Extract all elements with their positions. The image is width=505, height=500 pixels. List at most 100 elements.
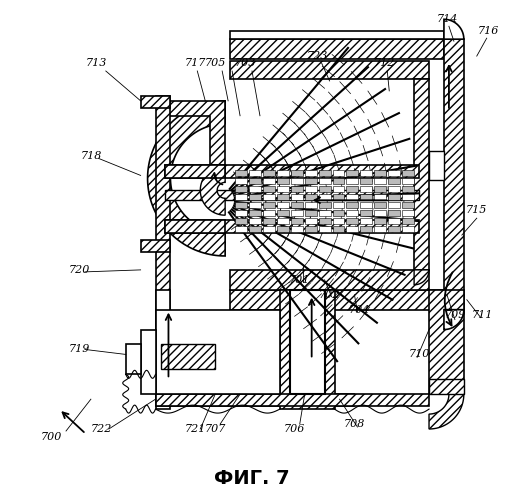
Polygon shape bbox=[429, 394, 464, 429]
Bar bbox=[361, 218, 372, 224]
Bar bbox=[346, 186, 359, 192]
Bar bbox=[346, 170, 359, 176]
Bar bbox=[374, 194, 386, 200]
Bar bbox=[361, 194, 372, 200]
Bar bbox=[277, 178, 289, 184]
Bar bbox=[388, 170, 400, 176]
Bar bbox=[402, 218, 414, 224]
Bar bbox=[319, 170, 331, 176]
Polygon shape bbox=[444, 20, 464, 39]
Bar bbox=[290, 290, 325, 394]
Polygon shape bbox=[444, 39, 464, 310]
Bar bbox=[305, 210, 317, 216]
Bar bbox=[333, 178, 344, 184]
Text: 714: 714 bbox=[436, 14, 458, 24]
Text: 705: 705 bbox=[205, 58, 226, 68]
Bar bbox=[291, 202, 302, 208]
Bar bbox=[374, 210, 386, 216]
Polygon shape bbox=[166, 101, 225, 166]
Bar bbox=[277, 210, 289, 216]
Text: 708: 708 bbox=[344, 419, 365, 429]
Text: 722: 722 bbox=[90, 424, 112, 434]
Bar bbox=[402, 186, 414, 192]
Bar bbox=[388, 194, 400, 200]
Bar bbox=[319, 178, 331, 184]
Bar bbox=[333, 226, 344, 232]
Bar bbox=[361, 202, 372, 208]
Bar bbox=[305, 194, 317, 200]
Polygon shape bbox=[166, 190, 419, 200]
Bar bbox=[305, 218, 317, 224]
Bar bbox=[374, 218, 386, 224]
Text: 716: 716 bbox=[478, 26, 499, 36]
Bar bbox=[263, 178, 275, 184]
Bar bbox=[280, 290, 334, 409]
Bar bbox=[374, 170, 386, 176]
Bar bbox=[291, 186, 302, 192]
Bar bbox=[305, 226, 317, 232]
Bar bbox=[249, 218, 261, 224]
Bar bbox=[402, 202, 414, 208]
Bar bbox=[346, 210, 359, 216]
Bar bbox=[249, 210, 261, 216]
Bar bbox=[346, 194, 359, 200]
Bar bbox=[346, 218, 359, 224]
Text: 713: 713 bbox=[85, 58, 107, 68]
Bar bbox=[235, 202, 247, 208]
Bar bbox=[156, 310, 280, 394]
Bar bbox=[235, 226, 247, 232]
Bar bbox=[263, 218, 275, 224]
Bar bbox=[235, 210, 247, 216]
Polygon shape bbox=[166, 166, 225, 178]
Text: 701: 701 bbox=[289, 275, 311, 285]
Text: 702: 702 bbox=[319, 290, 340, 300]
Bar bbox=[319, 218, 331, 224]
Bar bbox=[305, 202, 317, 208]
Bar bbox=[263, 210, 275, 216]
Polygon shape bbox=[444, 310, 464, 330]
Bar bbox=[235, 178, 247, 184]
Bar bbox=[402, 226, 414, 232]
Polygon shape bbox=[230, 61, 429, 79]
Polygon shape bbox=[414, 79, 429, 270]
Polygon shape bbox=[166, 166, 419, 178]
Bar bbox=[388, 202, 400, 208]
Bar bbox=[263, 226, 275, 232]
Text: 711: 711 bbox=[472, 310, 493, 320]
Bar bbox=[333, 194, 344, 200]
Bar bbox=[346, 202, 359, 208]
Bar bbox=[263, 186, 275, 192]
Bar bbox=[291, 210, 302, 216]
Polygon shape bbox=[230, 290, 444, 310]
Bar bbox=[156, 290, 171, 409]
Bar bbox=[263, 194, 275, 200]
Bar bbox=[235, 194, 247, 200]
Polygon shape bbox=[200, 166, 225, 215]
Bar bbox=[277, 218, 289, 224]
Text: 703: 703 bbox=[234, 58, 256, 68]
Bar bbox=[235, 186, 247, 192]
Text: 712: 712 bbox=[374, 58, 395, 68]
Bar bbox=[277, 202, 289, 208]
Bar bbox=[277, 226, 289, 232]
Polygon shape bbox=[230, 31, 444, 39]
Bar bbox=[429, 150, 444, 180]
Bar bbox=[161, 344, 215, 370]
Bar bbox=[291, 178, 302, 184]
Bar bbox=[235, 218, 247, 224]
Bar bbox=[388, 210, 400, 216]
Bar bbox=[402, 210, 414, 216]
Bar bbox=[333, 170, 344, 176]
Bar bbox=[277, 186, 289, 192]
Polygon shape bbox=[230, 270, 429, 290]
Bar bbox=[429, 380, 464, 394]
Bar bbox=[249, 178, 261, 184]
Bar bbox=[374, 202, 386, 208]
Bar bbox=[319, 210, 331, 216]
Polygon shape bbox=[429, 290, 464, 394]
Text: 709: 709 bbox=[444, 310, 466, 320]
Bar bbox=[156, 96, 171, 334]
Bar bbox=[374, 226, 386, 232]
Bar bbox=[346, 178, 359, 184]
Bar bbox=[319, 186, 331, 192]
